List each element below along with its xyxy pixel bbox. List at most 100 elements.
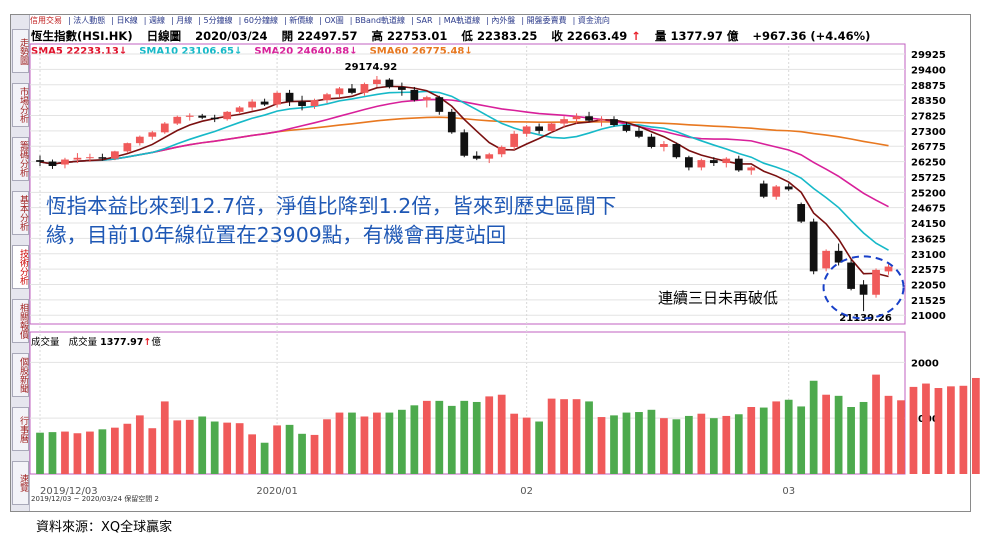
range-end[interactable]: 2020/03/24 <box>81 495 123 503</box>
tab-8[interactable]: | OX圖 <box>319 16 344 25</box>
range-start[interactable]: 2019/12/03 <box>31 495 72 503</box>
volume-bar <box>323 419 331 474</box>
sidebar-item-2[interactable]: 籌碼分析 <box>12 137 29 181</box>
volume-bar <box>235 423 244 474</box>
volume-bar <box>86 431 94 474</box>
sidebar-item-1[interactable]: 市場分析 <box>12 83 29 127</box>
candle-body <box>859 284 868 295</box>
tab-9[interactable]: | BBand軌道線 <box>349 16 406 25</box>
volume-bar <box>535 421 543 474</box>
volume-bar <box>485 396 494 474</box>
candle-body <box>834 250 843 263</box>
volume-bar <box>273 425 281 474</box>
candle-body <box>235 107 244 112</box>
volume-bar <box>173 420 182 474</box>
tab-4[interactable]: | 月線 <box>170 16 193 25</box>
volume-bar <box>123 423 132 474</box>
legend-sma60: SMA60 26775.48↓ <box>369 46 473 57</box>
volume-bar <box>111 427 119 474</box>
x-tick-label: 2020/01 <box>256 486 298 497</box>
candle-body <box>48 161 57 166</box>
candle-body <box>772 186 781 197</box>
tab-0[interactable]: 信用交易 <box>30 16 62 25</box>
sidebar-item-8[interactable]: 速覽 <box>12 461 29 505</box>
sidebar-item-4[interactable]: 技術分析 <box>12 245 29 289</box>
volume-bar <box>622 412 631 474</box>
candle-body <box>522 126 531 134</box>
volume-bar <box>859 401 868 474</box>
candle-body <box>273 92 281 105</box>
tab-6[interactable]: | 60分鐘線 <box>238 16 278 25</box>
y-tick-label: 26775 <box>911 142 946 153</box>
tab-14[interactable]: | 資金流向 <box>572 16 610 25</box>
volume-bar <box>73 433 82 474</box>
candle-body <box>260 101 269 105</box>
vol-tick-label: 2000 <box>911 358 939 369</box>
volume-bar <box>784 399 793 474</box>
volume-bar <box>160 401 169 474</box>
volume-value: 量 1377.97 億 <box>654 29 739 43</box>
candle-body <box>872 269 880 295</box>
sidebar-item-7[interactable]: 行事曆 <box>12 407 29 451</box>
sma-legend: SMA5 22233.13↓ SMA10 23106.65↓ SMA20 24640… <box>31 46 485 58</box>
volume-bar <box>697 413 706 474</box>
sidebar-item-3[interactable]: 基本分析 <box>12 191 29 235</box>
volume-bar <box>747 407 756 474</box>
volume-bar <box>185 419 194 474</box>
volume-bar <box>809 380 818 474</box>
tab-11[interactable]: | MA軌道線 <box>438 16 481 25</box>
sidebar-item-5[interactable]: 相關報價 <box>12 299 29 343</box>
candle-body <box>647 136 656 147</box>
volume-bar <box>759 407 768 474</box>
zoom-value[interactable]: 2 <box>154 495 159 503</box>
quote-header: 恆生指數(HSI.HK) 日線圖 2020/03/24 開 22497.57 高… <box>31 28 880 44</box>
tab-13[interactable]: | 開盤委賣費 <box>521 16 567 25</box>
volume-bar <box>934 388 943 474</box>
volume-bar <box>510 413 519 474</box>
volume-title: 成交量 <box>31 337 60 348</box>
candle-body <box>373 79 381 85</box>
volume-bar <box>660 418 668 474</box>
tab-12[interactable]: | 內外盤 <box>486 16 516 25</box>
volume-bar <box>385 412 394 474</box>
candle-body <box>635 130 643 137</box>
candle-body <box>111 151 119 159</box>
highlight-circle <box>822 255 905 320</box>
volume-bar <box>248 434 256 474</box>
volume-bar <box>422 400 431 474</box>
tab-10[interactable]: | SAR <box>411 16 433 25</box>
y-tick-label: 22050 <box>911 280 946 291</box>
sidebar: 走勢圖市場分析籌碼分析基本分析技術分析相關報價個股新聞行事曆速覽 <box>11 15 30 511</box>
candle-body <box>98 157 107 159</box>
tab-7[interactable]: | 新價線 <box>283 16 314 25</box>
candle-body <box>472 155 481 159</box>
tab-2[interactable]: | 日K線 <box>111 16 138 25</box>
candle-body <box>759 183 768 197</box>
candle-body <box>797 204 806 222</box>
volume-bar <box>348 412 356 474</box>
quote-date: 2020/03/24 <box>195 29 268 43</box>
volume-bar <box>685 415 693 474</box>
tab-1[interactable]: | 法人動態 <box>68 16 106 25</box>
volume-bar <box>298 433 306 474</box>
source-caption: 資料來源：XQ全球贏家 <box>36 520 173 535</box>
volume-bar <box>435 400 444 474</box>
sidebar-item-0[interactable]: 走勢圖 <box>12 29 29 73</box>
volume-bar <box>398 409 406 474</box>
candle-body <box>73 157 82 160</box>
candle-body <box>422 97 431 101</box>
sidebar-item-6[interactable]: 個股新聞 <box>12 353 29 397</box>
tab-5[interactable]: | 5分鐘線 <box>198 16 233 25</box>
candle-body <box>734 158 743 171</box>
y-tick-label: 29925 <box>911 50 946 61</box>
candle-body <box>385 79 394 87</box>
legend-sma10: SMA10 23106.65↓ <box>139 46 243 57</box>
candle-body <box>160 123 169 133</box>
y-tick-label: 23625 <box>911 234 946 245</box>
volume-bar <box>198 416 207 474</box>
range-controls[interactable]: 2019/12/03 ~ 2020/03/24 保留空間 2 <box>31 495 159 503</box>
candle-body <box>722 158 731 164</box>
candle-body <box>672 144 681 158</box>
candle-body <box>510 133 519 147</box>
tab-3[interactable]: | 週線 <box>143 16 165 25</box>
